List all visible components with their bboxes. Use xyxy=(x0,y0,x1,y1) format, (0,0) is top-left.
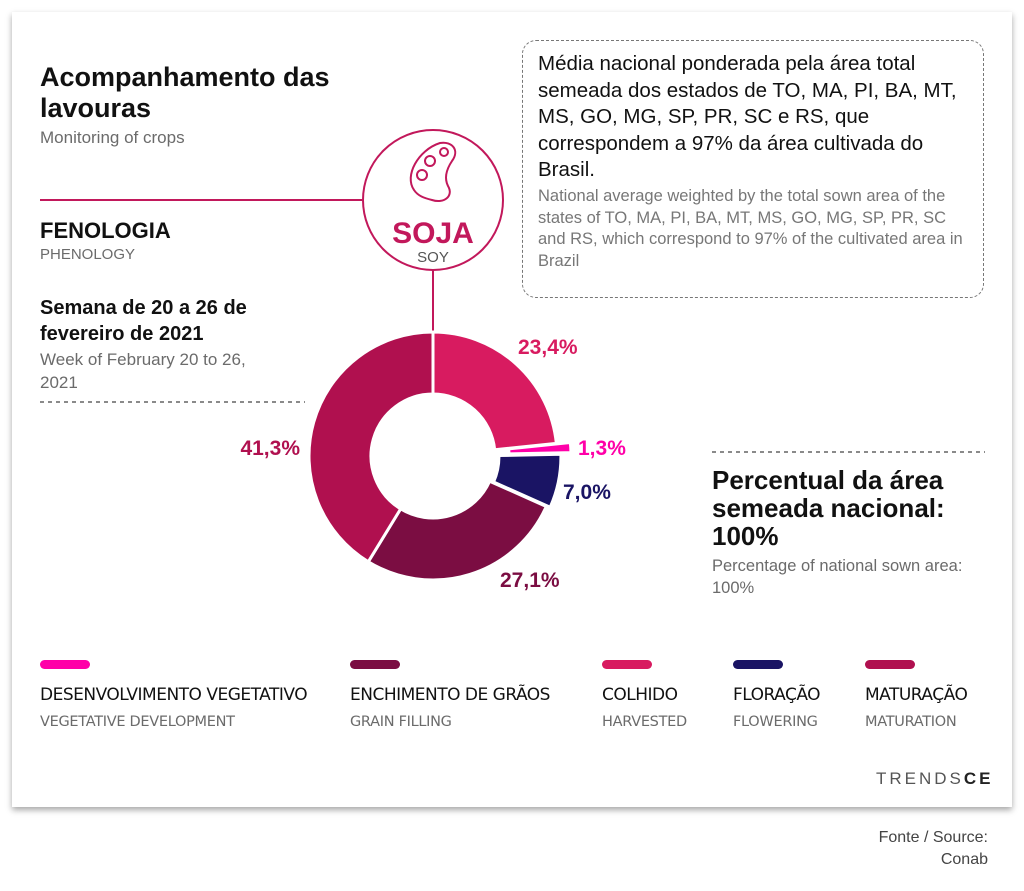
crop-name-en: SOY xyxy=(417,249,449,266)
legend-item-vegetative: DESENVOLVIMENTO VEGETATIVO VEGETATIVE DE… xyxy=(40,660,308,730)
legend-label-en: GRAIN FILLING xyxy=(350,714,452,730)
legend-swatch xyxy=(865,660,915,669)
summary-subtitle: Percentage of national sown area: 100% xyxy=(712,557,963,597)
page-title: Acompanhamento das lavouras xyxy=(40,62,330,123)
legend-swatch xyxy=(350,660,400,669)
legend-label: MATURAÇÃO xyxy=(865,685,968,705)
legend-label: ENCHIMENTO DE GRÃOS xyxy=(350,685,550,705)
legend-item-grain-filling: ENCHIMENTO DE GRÃOS GRAIN FILLING xyxy=(350,660,550,730)
data-label-desenvolvimento: 1,3% xyxy=(578,437,626,460)
legend-swatch xyxy=(40,660,90,669)
data-label-floracao: 7,0% xyxy=(563,481,611,504)
legend-item-maturation: MATURAÇÃO MATURATION xyxy=(865,660,968,730)
section-subtitle: PHENOLOGY xyxy=(40,246,136,263)
soybean-pod-icon xyxy=(409,141,457,202)
legend-label-en: VEGETATIVE DEVELOPMENT xyxy=(40,714,235,730)
donut-chart: 23,4% 1,3% 7,0% 27,1% 41,3% xyxy=(240,330,626,592)
page-subtitle: Monitoring of crops xyxy=(40,128,185,147)
legend-swatch xyxy=(733,660,783,669)
legend-item-harvested: COLHIDO HARVESTED xyxy=(602,660,687,730)
legend-item-flowering: FLORAÇÃO FLOWERING xyxy=(733,660,821,730)
brand-logo: TRENDSCE xyxy=(876,769,994,788)
legend-label: DESENVOLVIMENTO VEGETATIVO xyxy=(40,685,308,705)
crop-name: SOJA xyxy=(392,217,474,250)
legend-label-en: MATURATION xyxy=(865,714,957,730)
summary-title: Percentual da área semeada nacional: 100… xyxy=(712,465,945,551)
legend-swatch xyxy=(602,660,652,669)
data-label-enchimento: 27,1% xyxy=(500,569,560,592)
legend-label-en: FLOWERING xyxy=(733,714,818,730)
source-label: Fonte / Source: xyxy=(878,829,988,846)
week-title: Semana de 20 a 26 de fevereiro de 2021 xyxy=(40,297,247,345)
note-text-en: National average weighted by the total s… xyxy=(538,187,963,270)
note-text-pt: Média nacional ponderada pela área total… xyxy=(538,52,957,181)
source-value: Conab xyxy=(940,851,988,868)
donut-slice-colhido xyxy=(431,330,559,452)
data-label-maturacao: 41,3% xyxy=(240,437,300,460)
section-title: FENOLOGIA xyxy=(40,218,171,243)
note-box xyxy=(522,40,984,298)
data-label-colhido: 23,4% xyxy=(518,336,578,359)
donut-slice-enchimento xyxy=(366,479,549,582)
source-note: Fonte / Source: Conab xyxy=(800,827,988,871)
week-subtitle: Week of February 20 to 26, 2021 xyxy=(40,350,246,392)
donut-slice-maturacao xyxy=(307,330,435,564)
legend-label-en: HARVESTED xyxy=(602,714,687,730)
legend-label: FLORAÇÃO xyxy=(733,685,821,705)
legend-label: COLHIDO xyxy=(602,685,678,705)
